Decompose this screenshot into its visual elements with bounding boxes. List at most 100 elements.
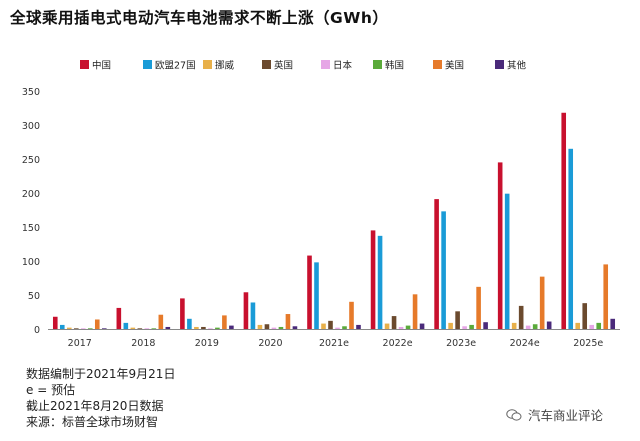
bar-3-1: [250, 302, 256, 329]
bar-1-2: [130, 327, 136, 329]
bar-1-4: [144, 328, 150, 329]
legend-swatch-3: [262, 60, 271, 69]
x-tick-label-5: 2022e: [383, 338, 413, 349]
bar-6-1: [441, 211, 446, 329]
watermark-text: 汽车商业评论: [528, 408, 604, 423]
y-tick-label-1: 50: [28, 291, 40, 302]
legend-label-5: 韩国: [385, 60, 404, 72]
x-tick-label-3: 2020: [258, 338, 282, 349]
bar-5-5: [405, 325, 411, 329]
bar-0-2: [66, 327, 72, 329]
bar-5-2: [384, 323, 390, 329]
bar-1-0: [116, 307, 122, 329]
y-tick-label-3: 150: [22, 223, 40, 234]
bar-2-4: [208, 328, 213, 329]
x-tick-label-1: 2018: [131, 338, 155, 349]
bar-5-6: [412, 294, 418, 329]
bar-1-1: [123, 322, 129, 329]
bar-7-6: [539, 276, 545, 329]
legend-swatch-0: [80, 60, 89, 69]
bar-8-2: [575, 322, 581, 329]
legend-swatch-7: [495, 60, 504, 69]
y-tick-label-6: 300: [22, 121, 40, 132]
bar-2-6: [222, 315, 227, 329]
legend-swatch-2: [203, 60, 212, 69]
bar-1-3: [137, 328, 143, 329]
bar-6-7: [483, 322, 488, 329]
legend-label-3: 英国: [274, 60, 293, 72]
bar-7-4: [525, 325, 531, 329]
bar-0-0: [52, 316, 58, 329]
bar-3-3: [264, 324, 270, 329]
note-compiled-date: 数据编制于2021年9月21日: [26, 367, 176, 381]
y-axis: 0 50 100 150 200 250 300 350: [22, 87, 620, 336]
legend-label-0: 中国: [92, 60, 111, 72]
bar-2-1: [187, 318, 192, 329]
bar-2-0: [180, 298, 185, 329]
legend-swatch-1: [143, 60, 152, 69]
bar-8-1: [568, 148, 574, 329]
x-tick-label-4: 2021e: [319, 338, 349, 349]
note-estimate: e = 预估: [26, 383, 76, 397]
bar-8-5: [596, 322, 602, 329]
bar-3-7: [292, 326, 298, 329]
bar-3-0: [243, 292, 249, 329]
x-tick-label-8: 2025e: [573, 338, 603, 349]
legend: 中国 欧盟27国 挪威 英国 日本 韩国 美国 其他: [80, 60, 527, 72]
y-tick-label-7: 350: [22, 87, 40, 98]
bar-4-2: [321, 323, 326, 329]
bar-2-5: [215, 327, 220, 329]
y-tick-label-5: 250: [22, 155, 40, 166]
bar-1-7: [165, 326, 171, 329]
bar-6-5: [469, 324, 474, 329]
bar-7-5: [532, 324, 538, 329]
x-tick-label-7: 2024e: [510, 338, 540, 349]
x-axis: 2017 2018 2019 2020 2021e 2022e 2023e 2024e 2025…: [68, 338, 604, 349]
bar-6-4: [462, 326, 467, 329]
bar-7-1: [504, 193, 510, 329]
y-tick-label-4: 200: [22, 189, 40, 200]
bar-5-1: [377, 235, 383, 329]
bar-4-6: [349, 301, 354, 329]
y-tick-label-0: 0: [34, 325, 40, 336]
bar-2-3: [201, 326, 206, 329]
bars: [52, 112, 616, 329]
legend-label-1: 欧盟27国: [155, 60, 196, 72]
x-tick-label-6: 2023e: [446, 338, 476, 349]
x-tick-label-2: 2019: [195, 338, 219, 349]
bar-4-3: [328, 320, 333, 329]
bar-1-6: [158, 314, 164, 329]
watermark: 汽车商业评论: [506, 405, 603, 424]
legend-label-4: 日本: [333, 60, 353, 72]
bar-3-5: [278, 326, 284, 329]
bar-8-4: [589, 324, 595, 329]
bar-5-4: [398, 326, 404, 329]
legend-label-2: 挪威: [215, 60, 235, 72]
bar-2-7: [229, 325, 234, 329]
legend-swatch-4: [321, 60, 330, 69]
bar-5-0: [370, 230, 376, 329]
bar-5-7: [419, 323, 425, 329]
bar-5-3: [391, 316, 397, 329]
y-tick-label-2: 100: [22, 257, 40, 268]
bar-4-4: [335, 327, 340, 329]
wechat-icon: [506, 408, 522, 421]
bar-6-6: [476, 286, 481, 329]
legend-label-6: 美国: [445, 60, 464, 72]
bar-8-0: [561, 112, 567, 329]
bar-3-6: [285, 314, 291, 329]
bar-8-6: [603, 264, 609, 329]
bar-0-7: [101, 328, 107, 329]
bar-0-5: [87, 328, 93, 329]
bar-7-7: [546, 321, 552, 329]
legend-label-7: 其他: [507, 60, 527, 72]
bar-3-2: [257, 324, 263, 329]
bar-6-2: [448, 322, 453, 329]
bar-8-3: [582, 303, 588, 329]
chart-title: 全球乘用插电式电动汽车电池需求不断上涨（GWh）: [10, 9, 389, 27]
bar-7-0: [497, 162, 503, 329]
bar-6-0: [434, 199, 439, 329]
bar-4-0: [307, 255, 312, 329]
bar-1-5: [151, 328, 157, 329]
